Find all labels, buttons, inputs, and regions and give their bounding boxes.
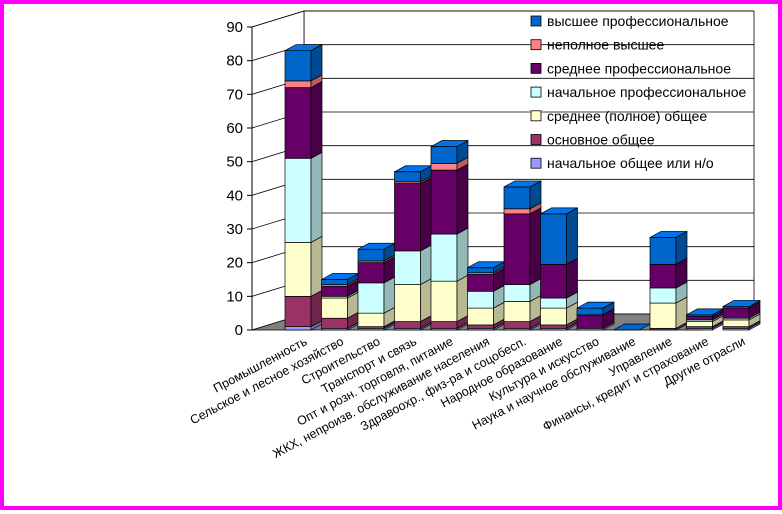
bar-2-4-front bbox=[357, 262, 385, 284]
y-tick-label-30: 30 bbox=[226, 221, 243, 238]
bar-11-4-front bbox=[686, 316, 713, 321]
legend-swatch-2 bbox=[530, 63, 542, 74]
bar-0-2-side bbox=[310, 235, 323, 297]
bar-1-6-front bbox=[321, 279, 348, 285]
bar-5-1-front bbox=[467, 324, 494, 329]
bar-0-0-front bbox=[284, 326, 312, 331]
bar-2-3-front bbox=[357, 282, 385, 314]
bar-6-1-front bbox=[503, 321, 531, 329]
bar-11-2-front bbox=[686, 321, 713, 327]
bar-5-3-front bbox=[467, 290, 494, 309]
bar-10-3-front bbox=[649, 287, 677, 304]
bar-7-6-side bbox=[566, 207, 578, 265]
legend-entry-6: начальное общее или н/о bbox=[547, 155, 714, 171]
bar-10-6-front bbox=[649, 237, 677, 265]
legend-swatch-3 bbox=[530, 86, 542, 98]
bar-1-2-front bbox=[321, 297, 348, 319]
bar-10-6-top bbox=[649, 231, 688, 238]
legend-entry-1: неполное высшее bbox=[547, 37, 664, 53]
bar-0-5-front bbox=[284, 80, 312, 88]
bar-8-4-front bbox=[576, 314, 604, 329]
legend-swatch-4 bbox=[530, 110, 542, 122]
bar-5-2-front bbox=[467, 307, 494, 326]
bar-4-4-front bbox=[430, 169, 458, 235]
bar-1-4-front bbox=[321, 285, 348, 297]
bar-10-2-front bbox=[649, 302, 677, 329]
bar-0-4-side bbox=[310, 81, 323, 159]
y-tick-label-10: 10 bbox=[226, 288, 243, 305]
bar-6-3-front bbox=[503, 284, 531, 302]
bar-12-2-front bbox=[722, 319, 750, 327]
bar-8-6-top bbox=[576, 301, 615, 309]
bar-7-4-front bbox=[540, 264, 567, 299]
bar-12-6-top bbox=[722, 300, 761, 307]
bar-0-3-side bbox=[310, 151, 323, 244]
bar-6-2-front bbox=[503, 301, 531, 322]
y-tick-label-50: 50 bbox=[226, 154, 243, 171]
bar-7-2-front bbox=[540, 307, 567, 326]
gridline-side-90 bbox=[251, 10, 305, 28]
bar-4-6-top bbox=[430, 140, 469, 147]
stacked-bar-chart: 0102030405060708090ПромышленностьСельско… bbox=[188, 10, 761, 461]
bar-12-4-front bbox=[722, 307, 750, 319]
bar-0-4-front bbox=[284, 87, 312, 159]
legend-swatch-1 bbox=[530, 39, 542, 51]
bar-6-4-front bbox=[503, 213, 531, 285]
bar-4-1-front bbox=[430, 321, 458, 329]
bar-4-6-front bbox=[430, 146, 458, 164]
bar-7-1-front bbox=[540, 324, 567, 329]
legend-entry-0: высшее профессиональное bbox=[547, 13, 729, 29]
bar-7-4-side bbox=[566, 257, 578, 299]
bar-7-6-front bbox=[540, 213, 567, 265]
y-tick-label-40: 40 bbox=[226, 187, 243, 204]
bar-0-2-front bbox=[284, 242, 312, 297]
bar-0-3-front bbox=[284, 157, 312, 243]
bar-4-2-front bbox=[430, 280, 458, 322]
legend-entry-3: начальное профессиональное bbox=[547, 84, 747, 100]
legend-swatch-5 bbox=[530, 134, 542, 145]
bar-4-4-side bbox=[456, 163, 469, 235]
bar-3-2-front bbox=[394, 284, 421, 322]
legend-swatch-0 bbox=[530, 15, 542, 27]
bar-2-6-front bbox=[357, 248, 385, 262]
bar-2-2-front bbox=[357, 312, 385, 327]
y-tick-label-60: 60 bbox=[226, 120, 243, 137]
bar-3-4-side bbox=[420, 176, 432, 252]
y-tick-label-70: 70 bbox=[226, 86, 243, 103]
y-tick-label-20: 20 bbox=[226, 255, 243, 272]
bar-1-1-front bbox=[321, 317, 348, 329]
bar-6-4-side bbox=[529, 207, 542, 286]
legend-swatch-6 bbox=[530, 157, 542, 169]
bar-6-5-front bbox=[503, 208, 531, 215]
bar-7-3-front bbox=[540, 297, 567, 309]
legend-entry-4: среднее (полное) общее bbox=[547, 108, 707, 124]
bar-4-5-front bbox=[430, 163, 458, 171]
bar-3-6-front bbox=[394, 171, 421, 183]
bar-10-4-front bbox=[649, 264, 677, 289]
bar-3-3-side bbox=[420, 244, 432, 286]
y-tick-label-80: 80 bbox=[226, 53, 243, 70]
bar-8-6-front bbox=[576, 307, 604, 316]
bar-5-4-front bbox=[467, 274, 494, 292]
bar-4-2-side bbox=[456, 274, 469, 323]
bar-0-6-front bbox=[284, 50, 312, 82]
bar-3-3-front bbox=[394, 250, 421, 285]
bar-6-6-top bbox=[503, 180, 542, 188]
bar-3-2-side bbox=[420, 277, 432, 323]
bar-6-6-front bbox=[503, 186, 531, 210]
bar-3-4-front bbox=[394, 183, 421, 252]
bar-4-3-side bbox=[456, 227, 469, 282]
y-tick-label-0: 0 bbox=[235, 322, 243, 339]
bar-5-6-front bbox=[467, 267, 494, 274]
bar-3-1-front bbox=[394, 321, 421, 329]
bar-0-1-front bbox=[284, 295, 312, 327]
y-tick-label-90: 90 bbox=[226, 19, 243, 36]
bar-0-6-top bbox=[284, 44, 323, 51]
legend-entry-2: среднее профессиональное bbox=[547, 60, 731, 76]
bar-7-6-top bbox=[540, 207, 578, 215]
bar-4-3-front bbox=[430, 233, 458, 282]
legend-entry-5: основное общее bbox=[547, 132, 655, 148]
